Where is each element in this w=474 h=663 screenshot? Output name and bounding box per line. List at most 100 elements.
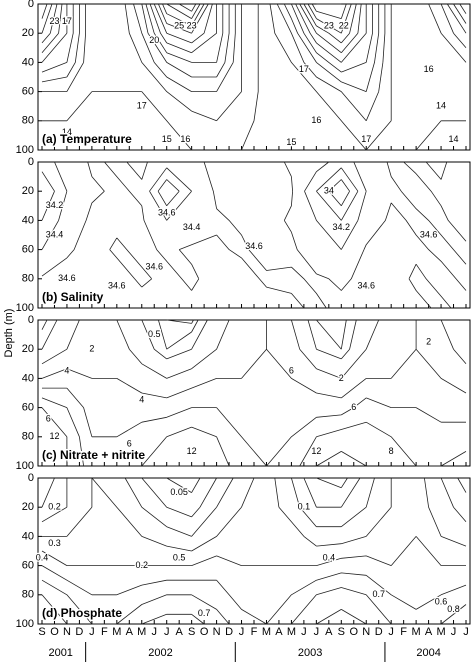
contour-label: 16 [424, 64, 434, 74]
contour-line [41, 397, 467, 467]
y-tick-label: 40 [22, 372, 34, 384]
contour-line [42, 477, 467, 552]
contour-label: 34.6 [58, 273, 76, 283]
y-tick-label: 60 [22, 244, 34, 256]
month-label: N [63, 626, 71, 638]
contour-label: 23 [324, 20, 334, 30]
y-tick-label: 80 [22, 273, 34, 285]
month-label: M [137, 626, 146, 638]
contour-line [41, 3, 352, 34]
contour-label: 25 [174, 20, 184, 30]
month-label: D [375, 626, 383, 638]
month-label: J [301, 626, 307, 638]
contour-line [41, 161, 367, 250]
month-label: M [412, 626, 421, 638]
contour-label: 2 [339, 373, 344, 383]
month-label: F [101, 626, 108, 638]
contour-label: 0.6 [435, 596, 448, 606]
contour-line [41, 319, 467, 379]
month-label: J [388, 626, 394, 638]
contour-label: 12 [311, 446, 321, 456]
month-label: J [151, 626, 157, 638]
y-tick-label: 40 [22, 530, 34, 542]
contour-label: 34.2 [333, 222, 351, 232]
contour-line [41, 3, 347, 27]
contour-label: 6 [127, 438, 132, 448]
contour-label: 17 [299, 64, 309, 74]
month-label: M [112, 626, 121, 638]
contour-label: 4 [139, 395, 144, 405]
month-label: F [400, 626, 407, 638]
contour-label: 2 [89, 344, 94, 354]
contour-line [415, 120, 466, 151]
contour-line [166, 3, 342, 19]
panel-title: (a) Temperature [42, 132, 132, 146]
contour-line [41, 3, 467, 63]
y-tick-label: 0 [28, 472, 34, 484]
panel-frame [37, 319, 471, 467]
contour-label: 15 [286, 137, 296, 147]
contour-label: 6 [289, 365, 294, 375]
contour-label: 14 [449, 134, 459, 144]
y-tick-label: 40 [22, 214, 34, 226]
y-tick-label: 20 [22, 27, 34, 39]
panel-frame [37, 477, 471, 625]
contour-line [41, 319, 357, 360]
y-tick-label: 20 [22, 185, 34, 197]
contour-label: 17 [361, 134, 371, 144]
month-label: A [126, 626, 134, 638]
contour-label: 14 [436, 101, 446, 111]
month-label: J [89, 626, 95, 638]
contour-label: 34.6 [158, 207, 176, 217]
month-label: N [362, 626, 370, 638]
y-tick-label: 0 [28, 0, 34, 10]
contour-label: 23 [187, 20, 197, 30]
contour-line [41, 536, 466, 566]
month-label: D [75, 626, 83, 638]
contour-line [178, 3, 197, 12]
month-label: J [164, 626, 170, 638]
contour-label: 16 [180, 134, 190, 144]
y-tick-label: 80 [22, 431, 34, 443]
contour-label: 34.4 [183, 222, 201, 232]
contour-label: 0.2 [136, 560, 149, 570]
y-tick-label: 40 [22, 56, 34, 68]
month-label: O [200, 626, 209, 638]
y-axis-label: Depth (m) [3, 309, 15, 358]
contour-label: 34.2 [46, 200, 64, 210]
month-label: J [463, 626, 469, 638]
contour-line [41, 3, 467, 92]
contour-line [41, 161, 467, 309]
contour-label: 4 [64, 365, 69, 375]
contour-label: 34.6 [357, 280, 375, 290]
y-tick-label: 100 [16, 618, 34, 630]
month-label: D [225, 626, 233, 638]
month-label: M [436, 626, 445, 638]
contour-line [41, 407, 367, 467]
contour-line [42, 387, 466, 467]
contour-line [41, 594, 367, 625]
contour-label: 15 [162, 134, 172, 144]
contour-label: 34.6 [145, 261, 163, 271]
contour-label: 6 [46, 414, 51, 424]
contour-line [41, 3, 357, 44]
contour-label: 8 [389, 446, 394, 456]
month-label: M [287, 626, 296, 638]
contour-label: 6 [351, 402, 356, 412]
contour-label: 0.5 [173, 553, 186, 563]
contour-line [166, 477, 348, 493]
contour-label: 34.6 [108, 280, 126, 290]
y-tick-label: 20 [22, 501, 34, 513]
contour-label: 16 [311, 115, 321, 125]
contour-line [41, 477, 467, 537]
y-tick-label: 100 [16, 302, 34, 314]
contour-line [41, 579, 467, 625]
contour-label: 17 [137, 101, 147, 111]
panel-title: (b) Salinity [42, 290, 104, 304]
y-tick-label: 60 [22, 560, 34, 572]
contour-label: 20 [149, 35, 159, 45]
contour-label: 0.05 [170, 487, 188, 497]
month-label: S [338, 626, 345, 638]
month-label: S [38, 626, 45, 638]
